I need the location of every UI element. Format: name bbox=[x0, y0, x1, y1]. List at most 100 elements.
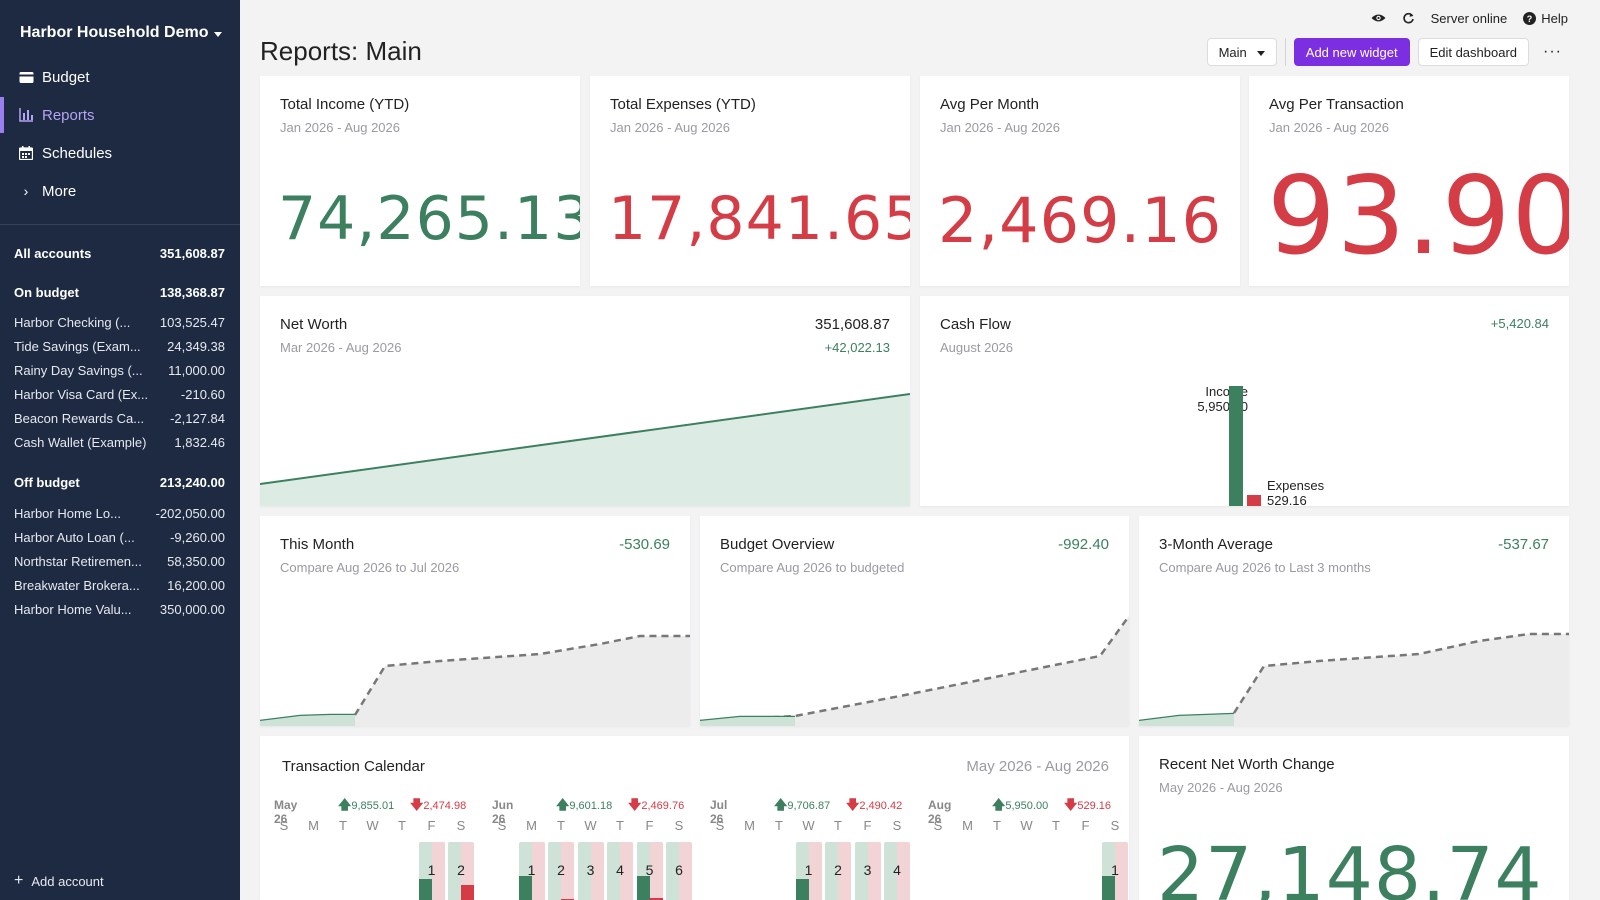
card-subtitle: Compare Aug 2026 to Jul 2026 bbox=[280, 560, 460, 575]
off-budget-row[interactable]: Off budget 213,240.00 bbox=[14, 475, 225, 490]
account-row[interactable]: Breakwater Brokera... 16,200.00 bbox=[14, 578, 225, 593]
this-month-card[interactable]: This Month Compare Aug 2026 to Jul 2026 … bbox=[260, 516, 690, 726]
server-status[interactable]: Server online bbox=[1430, 10, 1508, 26]
account-balance: 103,525.47 bbox=[159, 315, 225, 330]
account-row[interactable]: Harbor Home Lo... -202,050.00 bbox=[14, 506, 225, 521]
month-income-value: 5,950.00 bbox=[1005, 800, 1049, 812]
dashboard-select[interactable]: Main bbox=[1206, 38, 1277, 66]
recent-net-worth-card[interactable]: Recent Net Worth Change May 2026 - Aug 2… bbox=[1139, 736, 1569, 900]
three-month-average-card[interactable]: 3-Month Average Compare Aug 2026 to Last… bbox=[1139, 516, 1569, 726]
day-of-week-label: T bbox=[775, 818, 783, 833]
day-of-week-label: S bbox=[279, 818, 289, 833]
expenses-bar bbox=[1247, 495, 1261, 506]
calendar-day[interactable]: 1 bbox=[418, 842, 445, 900]
card-title: Total Expenses (YTD) bbox=[610, 96, 756, 113]
calendar-day[interactable]: 3 bbox=[854, 842, 881, 900]
arrow-down-icon: 🡇 bbox=[410, 797, 424, 812]
total-income-card[interactable]: Total Income (YTD) Jan 2026 - Aug 2026 7… bbox=[260, 76, 580, 286]
net-worth-line bbox=[260, 393, 910, 485]
nav-reports[interactable]: Reports bbox=[0, 97, 240, 133]
expense-bg bbox=[531, 842, 545, 900]
nav-more[interactable]: › More bbox=[0, 173, 240, 209]
month-expenses: 🡇529.16 bbox=[1064, 796, 1111, 818]
net-worth-card[interactable]: Net Worth Mar 2026 - Aug 2026 351,608.87… bbox=[260, 296, 910, 506]
income-bg bbox=[666, 842, 679, 900]
calendar-day[interactable]: 2 bbox=[825, 842, 851, 900]
budget-overview-card[interactable]: Budget Overview Compare Aug 2026 to budg… bbox=[700, 516, 1129, 726]
account-row[interactable]: Harbor Visa Card (Ex... -210.60 bbox=[14, 387, 225, 402]
calendar-day[interactable]: 6 bbox=[666, 842, 692, 900]
eye-icon[interactable] bbox=[1371, 10, 1387, 26]
add-widget-button[interactable]: Add new widget bbox=[1293, 38, 1410, 66]
account-row[interactable]: Tide Savings (Exam... 24,349.38 bbox=[14, 339, 225, 354]
account-balance: -2,127.84 bbox=[170, 411, 225, 426]
budget-switcher[interactable]: Harbor Household Demo bbox=[20, 24, 223, 42]
month-expenses: 🡇2,469.76 bbox=[628, 796, 684, 818]
cash-flow-net: +5,420.84 bbox=[1490, 316, 1549, 331]
calendar-day[interactable]: 5 bbox=[636, 842, 663, 900]
day-number: 3 bbox=[586, 862, 595, 878]
calendar-day[interactable]: 2 bbox=[448, 842, 474, 900]
cash-flow-card[interactable]: Cash Flow August 2026 +5,420.84 Income 5… bbox=[920, 296, 1569, 506]
card-value: 74,265.13 bbox=[278, 184, 580, 254]
card-title: Net Worth bbox=[280, 316, 348, 333]
nav-label: Reports bbox=[42, 106, 95, 124]
account-row[interactable]: Beacon Rewards Ca... -2,127.84 bbox=[14, 411, 225, 426]
on-budget-row[interactable]: On budget 138,368.87 bbox=[14, 285, 225, 300]
account-row[interactable]: Rainy Day Savings (... 11,000.00 bbox=[14, 363, 225, 378]
nav-budget[interactable]: Budget bbox=[0, 59, 240, 95]
day-of-week-label: W bbox=[584, 818, 597, 833]
avg-per-transaction-card[interactable]: Avg Per Transaction Jan 2026 - Aug 2026 … bbox=[1249, 76, 1569, 286]
calendar-day[interactable]: 1 bbox=[795, 842, 822, 900]
month-income: 🡅9,601.18 bbox=[556, 796, 612, 818]
all-accounts-row[interactable]: All accounts 351,608.87 bbox=[14, 246, 225, 261]
calendar-day[interactable]: 4 bbox=[607, 842, 633, 900]
day-number: 4 bbox=[616, 862, 624, 878]
card-value: 2,469.16 bbox=[938, 184, 1223, 257]
account-row[interactable]: Harbor Home Valu... 350,000.00 bbox=[14, 602, 225, 617]
calendar-range: May 2026 - Aug 2026 bbox=[966, 758, 1109, 775]
calendar-day[interactable]: 2 bbox=[548, 842, 574, 900]
sync-icon[interactable] bbox=[1401, 10, 1417, 26]
day-of-week-label: F bbox=[1081, 818, 1090, 833]
income-bg bbox=[607, 842, 620, 900]
add-account-button[interactable]: + Add account bbox=[14, 872, 104, 890]
calendar-day[interactable]: 1 bbox=[1102, 842, 1128, 900]
account-row[interactable]: Harbor Checking (... 103,525.47 bbox=[14, 315, 225, 330]
month-income-value: 9,601.18 bbox=[569, 800, 613, 812]
account-balance: 1,832.46 bbox=[174, 435, 225, 450]
arrow-up-icon: 🡅 bbox=[992, 797, 1006, 812]
more-options-button[interactable]: ··· bbox=[1543, 43, 1562, 60]
day-of-week-label: F bbox=[645, 818, 654, 833]
account-group-label: On budget bbox=[14, 285, 79, 300]
avg-per-month-card[interactable]: Avg Per Month Jan 2026 - Aug 2026 2,469.… bbox=[920, 76, 1240, 286]
plus-icon: + bbox=[14, 872, 24, 889]
card-subtitle: Mar 2026 - Aug 2026 bbox=[280, 340, 402, 355]
month-label: May 26 bbox=[274, 798, 298, 826]
nav-schedules[interactable]: Schedules bbox=[0, 135, 240, 171]
calendar-day[interactable]: 1 bbox=[518, 842, 545, 900]
total-expenses-card[interactable]: Total Expenses (YTD) Jan 2026 - Aug 2026… bbox=[590, 76, 910, 286]
comparison-line bbox=[353, 634, 690, 716]
edit-dashboard-button[interactable]: Edit dashboard bbox=[1417, 38, 1530, 66]
chevron-right-icon: › bbox=[23, 183, 29, 199]
income-bg bbox=[577, 842, 591, 900]
card-value: -537.67 bbox=[1498, 536, 1549, 553]
budget-name: Harbor Household Demo bbox=[20, 24, 209, 41]
account-row[interactable]: Harbor Auto Loan (... -9,260.00 bbox=[14, 530, 225, 545]
month-expenses: 🡇2,474.98 bbox=[410, 796, 466, 818]
account-row[interactable]: Cash Wallet (Example) 1,832.46 bbox=[14, 435, 225, 450]
arrow-down-icon: 🡇 bbox=[628, 797, 642, 812]
day-number: 2 bbox=[834, 862, 842, 878]
calendar-day[interactable]: 4 bbox=[884, 842, 910, 900]
calendar-day[interactable]: 3 bbox=[577, 842, 604, 900]
income-fill bbox=[418, 879, 432, 900]
account-group-label: Off budget bbox=[14, 475, 80, 490]
day-of-week-label: S bbox=[1110, 818, 1120, 833]
day-of-week-label: T bbox=[557, 818, 565, 833]
card-subtitle: Jan 2026 - Aug 2026 bbox=[1269, 120, 1389, 135]
account-row[interactable]: Northstar Retiremen... 58,350.00 bbox=[14, 554, 225, 569]
account-name: Harbor Checking (... bbox=[14, 315, 131, 330]
help-button[interactable]: ? Help bbox=[1521, 10, 1568, 26]
transaction-calendar-card[interactable]: Transaction Calendar May 2026 - Aug 2026… bbox=[260, 736, 1129, 900]
